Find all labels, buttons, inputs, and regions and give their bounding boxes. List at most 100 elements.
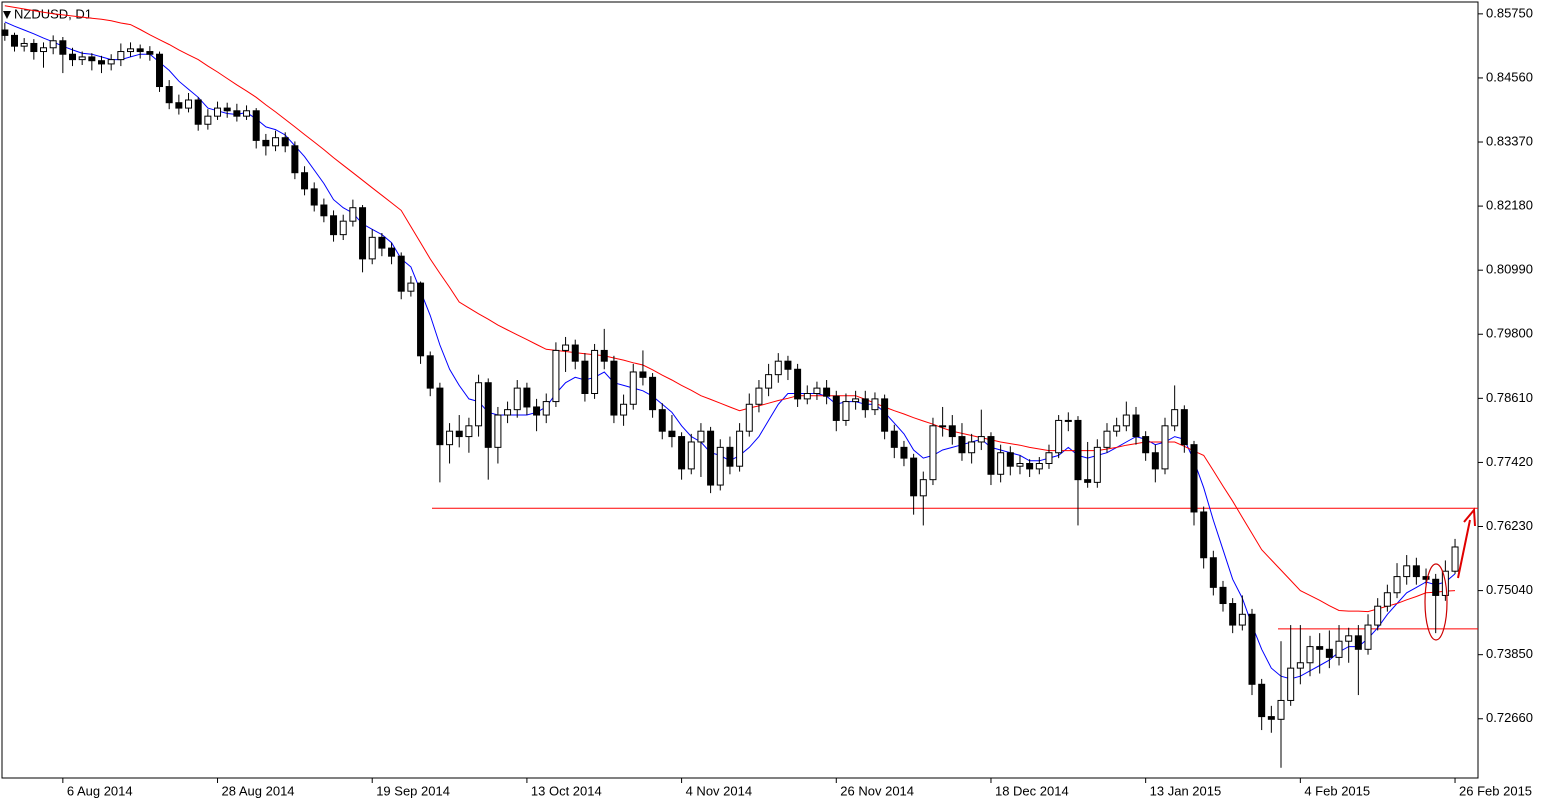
candle-body bbox=[281, 137, 289, 147]
candle-body bbox=[1200, 511, 1208, 559]
candle-body bbox=[581, 360, 589, 395]
candle-body bbox=[1451, 546, 1459, 572]
candle-body bbox=[1393, 576, 1401, 594]
candle-body bbox=[881, 398, 889, 432]
x-tick-label: 13 Oct 2014 bbox=[531, 783, 602, 798]
x-tick-label: 4 Nov 2014 bbox=[686, 783, 753, 798]
candle-body bbox=[378, 236, 386, 249]
candle-body bbox=[30, 42, 38, 53]
candle-body bbox=[49, 40, 57, 49]
candle-body bbox=[233, 110, 241, 117]
candle-body bbox=[736, 430, 744, 467]
y-tick-label: 0.73850 bbox=[1486, 646, 1533, 661]
candle-body bbox=[987, 436, 995, 475]
candle-body bbox=[320, 204, 328, 217]
candle-body bbox=[832, 395, 840, 421]
candle-body bbox=[668, 430, 676, 438]
candle-body bbox=[803, 393, 811, 400]
candle-body bbox=[59, 40, 67, 55]
candle-body bbox=[1171, 409, 1179, 427]
candle-body bbox=[1238, 613, 1246, 626]
candle-body bbox=[407, 282, 415, 292]
candle-body bbox=[542, 401, 550, 416]
candle-body bbox=[107, 59, 115, 65]
candle-body bbox=[919, 479, 927, 497]
candle-body bbox=[11, 34, 19, 47]
candle-body bbox=[1122, 414, 1130, 427]
candle-body bbox=[1, 29, 9, 36]
candle-body bbox=[823, 387, 831, 397]
candle-body bbox=[861, 398, 869, 411]
candle-body bbox=[977, 436, 985, 443]
candle-body bbox=[1113, 425, 1121, 432]
candle-body bbox=[562, 344, 570, 351]
highlight-ellipse bbox=[1424, 563, 1448, 641]
candle-body bbox=[1248, 613, 1256, 685]
arrow-head bbox=[1463, 507, 1476, 527]
candle-body bbox=[88, 56, 96, 62]
candle-body bbox=[465, 425, 473, 438]
candle-body bbox=[726, 446, 734, 467]
y-tick-label: 0.82180 bbox=[1486, 198, 1533, 213]
candle-body bbox=[1103, 430, 1111, 448]
candle-body bbox=[78, 56, 86, 61]
candle-body bbox=[533, 406, 541, 416]
candle-body bbox=[591, 349, 599, 395]
y-tick-label: 0.72660 bbox=[1486, 710, 1533, 725]
candle-body bbox=[1258, 683, 1266, 718]
candle-body bbox=[330, 215, 338, 236]
y-tick-label: 0.84560 bbox=[1486, 69, 1533, 84]
x-tick-label: 26 Feb 2015 bbox=[1459, 783, 1532, 798]
candle-body bbox=[1016, 463, 1024, 467]
candle-body bbox=[388, 247, 396, 257]
candle-body bbox=[1180, 409, 1188, 446]
candle-body bbox=[1412, 565, 1420, 578]
candle-body bbox=[890, 430, 898, 448]
candle-body bbox=[1026, 463, 1034, 470]
candle-body bbox=[629, 371, 637, 405]
candle-body bbox=[513, 387, 521, 411]
candle-body bbox=[997, 452, 1005, 475]
candle-body bbox=[1035, 463, 1043, 470]
candle-body bbox=[552, 349, 560, 403]
candle-body bbox=[600, 349, 608, 362]
candle-body bbox=[214, 107, 222, 117]
menu-triangle bbox=[3, 11, 11, 19]
candle-body bbox=[117, 51, 125, 61]
candle-body bbox=[1277, 699, 1285, 720]
candle-body bbox=[958, 436, 966, 454]
candle-body bbox=[359, 207, 367, 260]
candle-body bbox=[175, 102, 183, 109]
candle-body bbox=[1345, 635, 1353, 642]
candle-body bbox=[620, 403, 628, 416]
y-tick-label: 0.85750 bbox=[1486, 5, 1533, 20]
candle-body bbox=[397, 255, 405, 292]
y-tick-label: 0.76230 bbox=[1486, 518, 1533, 533]
candle-body bbox=[1132, 414, 1140, 438]
candle-body bbox=[1316, 646, 1324, 650]
moving-average-line bbox=[4, 5, 1456, 613]
candle-body bbox=[639, 371, 647, 378]
candle-body bbox=[185, 99, 193, 109]
candle-body bbox=[417, 282, 425, 357]
candle-body bbox=[910, 457, 918, 497]
candle-body bbox=[436, 387, 444, 446]
candle-body bbox=[40, 47, 48, 53]
candle-body bbox=[745, 403, 753, 432]
candle-body bbox=[1006, 452, 1014, 467]
candle-body bbox=[1055, 419, 1063, 454]
candle-body bbox=[813, 387, 821, 395]
candle-body bbox=[948, 425, 956, 438]
candle-body bbox=[755, 387, 763, 405]
candle-body bbox=[98, 60, 106, 65]
candle-body bbox=[243, 110, 251, 117]
candle-body bbox=[504, 409, 512, 416]
candle-body bbox=[136, 48, 144, 53]
y-tick-label: 0.78610 bbox=[1486, 390, 1533, 405]
candle-body bbox=[494, 414, 502, 448]
candle-body bbox=[127, 48, 135, 53]
candle-body bbox=[794, 368, 802, 400]
candle-body bbox=[1064, 419, 1072, 422]
candle-body bbox=[1364, 624, 1372, 650]
x-tick-label: 26 Nov 2014 bbox=[840, 783, 914, 798]
